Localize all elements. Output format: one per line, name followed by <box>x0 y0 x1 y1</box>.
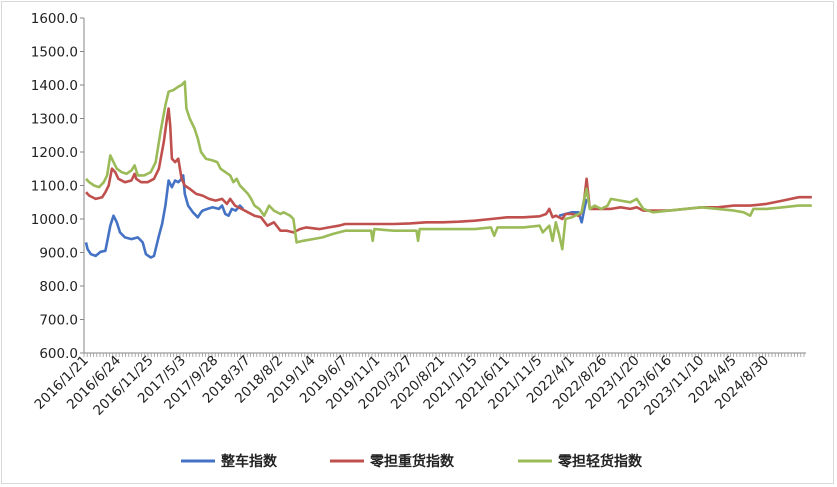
y-tick-label: 1200.0 <box>31 145 78 161</box>
series-line-0 <box>84 174 245 259</box>
legend-label-0: 整车指数 <box>220 453 278 470</box>
legend: 整车指数 零担重货指数 零担轻货指数 <box>181 453 643 470</box>
y-tick-label: 600.0 <box>39 346 78 362</box>
x-axis: 2016/1/212016/6/242016/11/252017/5/32017… <box>32 352 806 419</box>
legend-label-2: 零担轻货指数 <box>557 453 643 470</box>
series-line-1 <box>85 107 812 234</box>
legend-label-1: 零担重货指数 <box>369 453 455 470</box>
y-tick-label: 1500.0 <box>31 45 78 61</box>
y-tick-label: 1300.0 <box>31 112 78 128</box>
y-tick-label: 800.0 <box>39 279 78 295</box>
series-layer <box>84 80 812 259</box>
y-tick-label: 700.0 <box>39 313 78 329</box>
series-line-2 <box>85 80 812 251</box>
y-tick-label: 900.0 <box>39 246 78 262</box>
y-axis: 600.0 700.0 800.0 900.0 1000.0 1100.0 1200.0 13… <box>31 11 85 362</box>
y-tick-label: 1400.0 <box>31 78 78 94</box>
y-tick-label: 1600.0 <box>31 11 78 27</box>
y-tick-label: 1100.0 <box>31 179 78 195</box>
y-tick-label: 1000.0 <box>31 212 78 228</box>
